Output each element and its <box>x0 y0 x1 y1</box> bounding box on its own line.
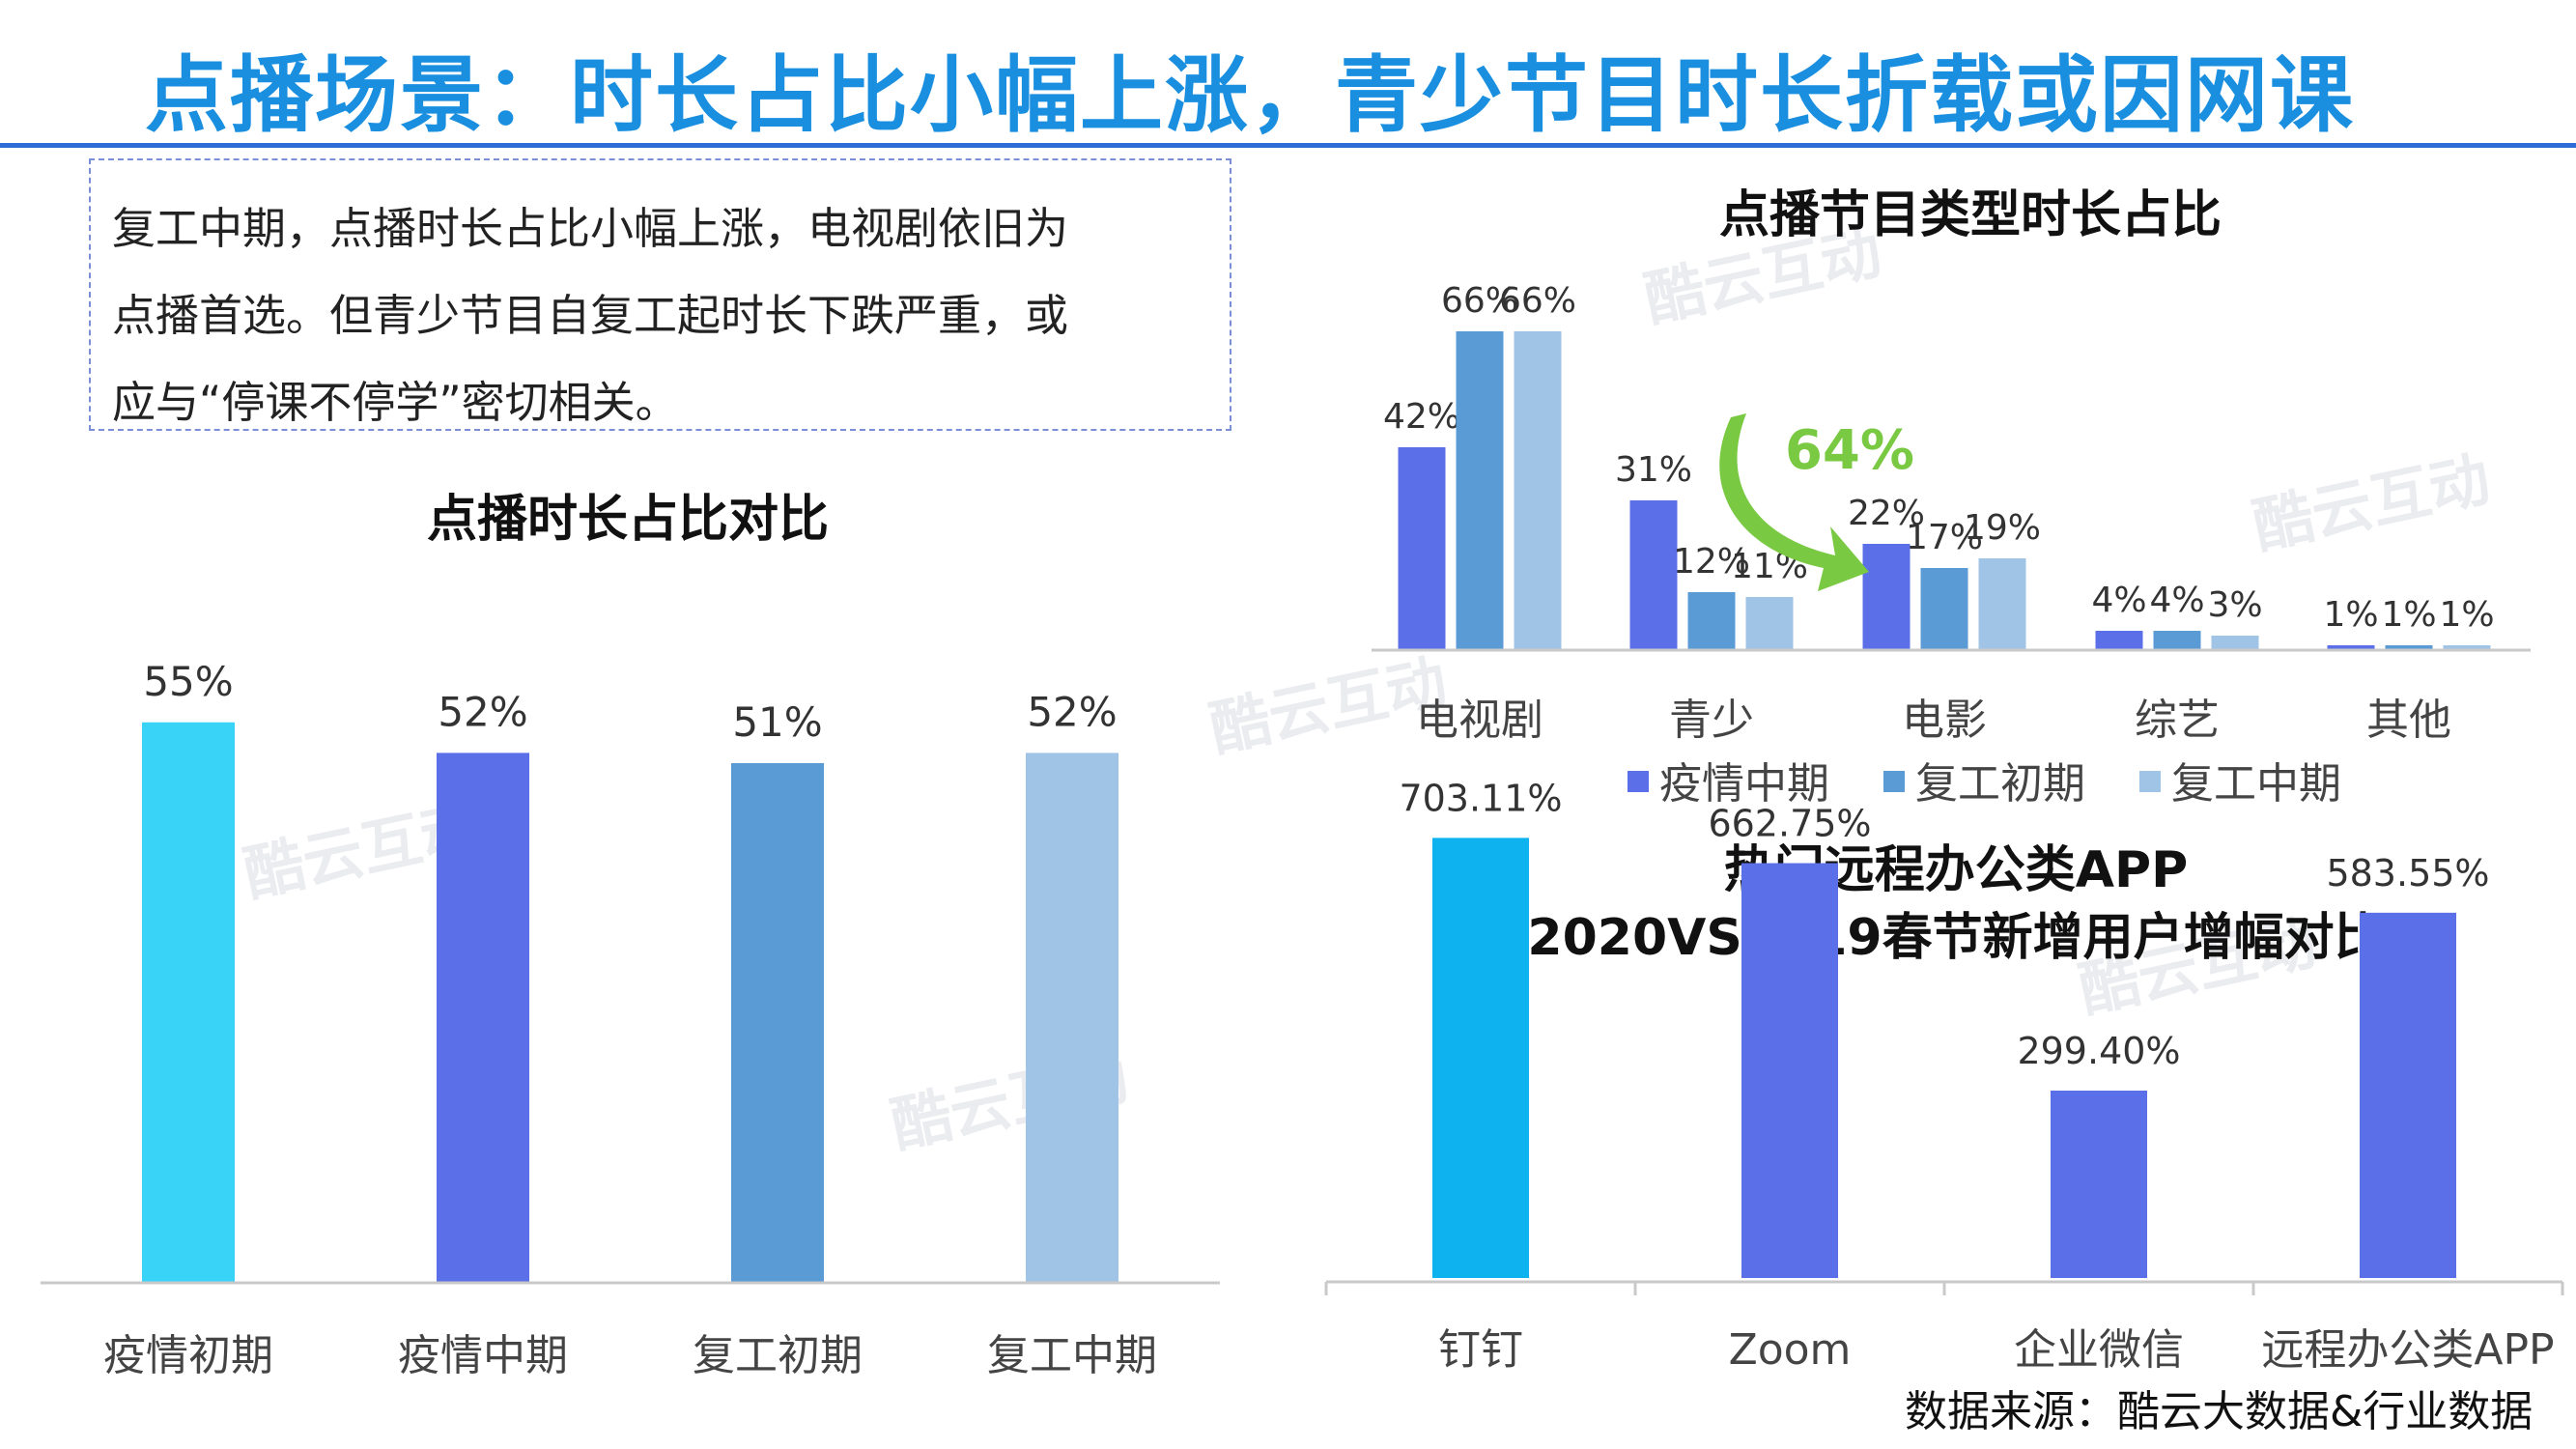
note-line: 点播首选。但青少节目自复工起时长下跌严重，或 <box>112 290 1069 341</box>
chart2-data-label: 1% <box>2381 595 2436 635</box>
chart1-data-label: 55% <box>143 658 233 705</box>
chart2-tick-label: 其他 <box>2366 696 2451 745</box>
chart1-title: 点播时长占比对比 <box>427 491 829 549</box>
chart2-tick-label: 青少 <box>1669 696 1754 745</box>
chart2-bar-复工中期 <box>1978 558 2026 650</box>
chart2-data-label: 3% <box>2207 585 2262 625</box>
chart2-bar-复工初期 <box>1920 568 1968 650</box>
chart2-data-label: 22% <box>1848 494 1925 533</box>
chart2-legend-swatch <box>1628 771 1649 792</box>
data-source: 数据来源：酷云大数据&行业数据 <box>1905 1387 2534 1436</box>
chart3-bar <box>2360 912 2456 1278</box>
chart3-bar <box>1432 838 1529 1278</box>
chart2-data-label: 19% <box>1964 508 2041 548</box>
chart1-tick-label: 复工中期 <box>987 1331 1157 1380</box>
chart2-bar-疫情中期 <box>1862 544 1911 650</box>
chart2-annotation-arrow <box>1719 413 1869 591</box>
chart2-annotation-label: 64% <box>1785 419 1914 482</box>
note-line: 复工中期，点播时长占比小幅上涨，电视剧依旧为 <box>112 203 1069 254</box>
chart3-tick-label: 远程办公类APP <box>2261 1325 2554 1375</box>
chart2-bar-复工初期 <box>1456 331 1504 650</box>
chart2-data-label: 4% <box>2149 581 2204 620</box>
chart3-tick-label: 钉钉 <box>1438 1325 1523 1375</box>
chart2-tick-label: 电视剧 <box>1416 696 1543 745</box>
chart3-title-line2: 2020VS2019春节新增用户增幅对比 <box>1527 909 2384 967</box>
chart1-tick-label: 疫情初期 <box>103 1331 273 1380</box>
chart2-title: 点播节目类型时长占比 <box>1719 186 2222 244</box>
chart2-data-label: 1% <box>2323 595 2378 635</box>
chart1-tick-label: 疫情中期 <box>398 1331 568 1380</box>
chart2-data-label: 12% <box>1673 542 1750 582</box>
chart2-tick-label: 综艺 <box>2135 696 2220 745</box>
chart1-bar <box>731 762 824 1283</box>
chart2-bar-复工初期 <box>2385 645 2433 650</box>
chart1-bar <box>142 722 235 1283</box>
chart2-data-label: 1% <box>2439 595 2494 635</box>
chart3-data-label: 703.11% <box>1399 777 1562 819</box>
chart2-data-label: 42% <box>1383 397 1460 437</box>
page-title: 点播场景：时长占比小幅上涨，青少节目时长折载或因网课 <box>145 47 2355 144</box>
chart3-bar <box>1741 863 1838 1278</box>
chart2-bar-疫情中期 <box>2327 645 2375 650</box>
chart2-legend-swatch <box>1883 771 1905 792</box>
chart3-tick-label: 企业微信 <box>2014 1325 2184 1375</box>
chart2-data-label: 17% <box>1906 518 1983 557</box>
chart2-bar-复工中期 <box>1745 597 1794 650</box>
title-divider <box>0 143 2576 148</box>
chart2-bar-复工中期 <box>2443 645 2491 650</box>
chart2-tick-label: 电影 <box>1902 696 1987 745</box>
chart1-data-label: 52% <box>438 688 527 735</box>
note-line: 应与“停课不停学”密切相关。 <box>112 377 679 428</box>
chart1-data-label: 52% <box>1027 688 1117 735</box>
chart2-legend-swatch <box>2139 771 2161 792</box>
chart2-legend-label: 复工中期 <box>2171 759 2341 809</box>
chart3-data-label: 583.55% <box>2326 852 2489 895</box>
chart1-bar <box>1026 753 1118 1283</box>
chart2-data-label: 4% <box>2091 581 2146 620</box>
chart2-legend-label: 复工初期 <box>1915 759 2085 809</box>
chart1-bar <box>437 753 529 1283</box>
summary-note: 复工中期，点播时长占比小幅上涨，电视剧依旧为 点播首选。但青少节目自复工起时长下… <box>89 158 1231 431</box>
chart2-bar-复工初期 <box>1687 592 1736 650</box>
chart3-bar <box>2051 1090 2147 1278</box>
chart1-data-label: 51% <box>732 698 822 746</box>
chart2-bar-复工中期 <box>1514 331 1562 650</box>
chart3-data-label: 299.40% <box>2017 1030 2180 1072</box>
chart2-bar-复工初期 <box>2153 631 2201 650</box>
chart2-bar-疫情中期 <box>1398 447 1446 650</box>
chart3-data-label: 662.75% <box>1708 803 1871 845</box>
chart2-bar-疫情中期 <box>2095 631 2143 650</box>
chart2-data-label: 31% <box>1615 450 1692 490</box>
chart2-data-label: 66% <box>1441 281 1518 321</box>
chart3-tick-label: Zoom <box>1729 1325 1852 1375</box>
chart1-tick-label: 复工初期 <box>693 1331 863 1380</box>
chart2-data-label: 66% <box>1499 281 1576 321</box>
chart2-legend-label: 疫情中期 <box>1659 759 1829 809</box>
chart2-bar-复工中期 <box>2211 636 2259 650</box>
chart2-bar-疫情中期 <box>1629 500 1678 650</box>
